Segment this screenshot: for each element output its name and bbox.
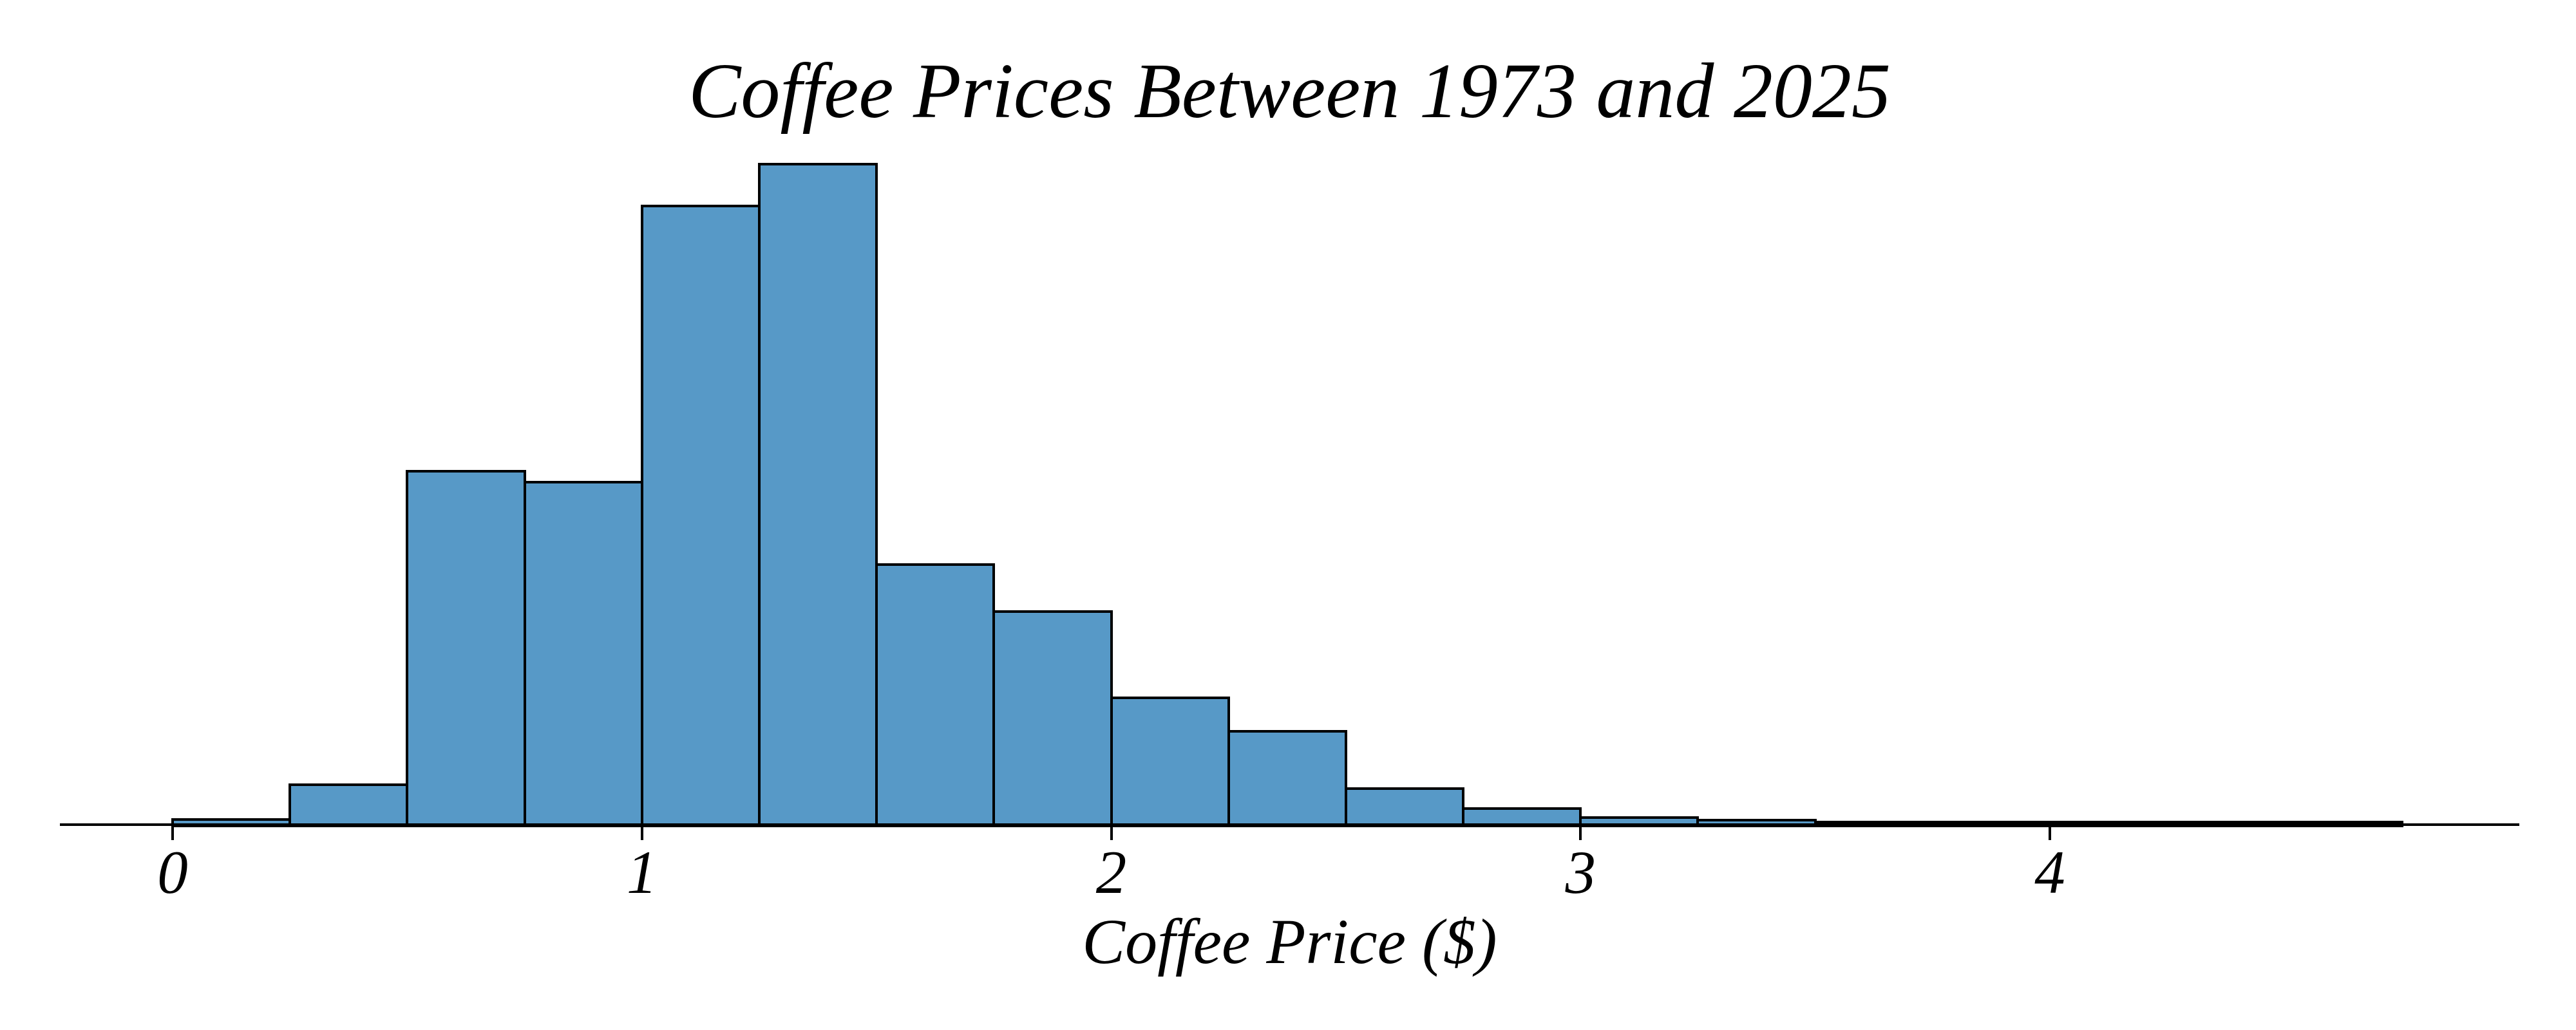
histogram-bar <box>1110 697 1230 827</box>
x-axis-tick <box>1579 826 1582 840</box>
chart-title: Coffee Prices Between 1973 and 2025 <box>688 48 1891 135</box>
histogram-bar <box>1344 787 1465 827</box>
x-axis-label: Coffee Price ($) <box>1082 906 1497 977</box>
x-axis-tick <box>1110 826 1113 840</box>
histogram-bar <box>640 205 761 827</box>
x-axis-tick <box>2049 826 2051 840</box>
histogram-bar <box>757 163 878 827</box>
x-axis-line <box>60 823 2519 826</box>
histogram-bar <box>875 563 996 827</box>
histogram-bar <box>1227 730 1347 827</box>
x-axis-tick <box>640 826 643 840</box>
x-axis-tick-label: 2 <box>1095 838 1127 906</box>
histogram-bar <box>523 481 643 827</box>
histogram-bar <box>406 470 526 827</box>
x-axis-tick <box>171 826 174 840</box>
histogram-bar <box>992 610 1113 827</box>
x-axis-tick-label: 4 <box>2034 838 2065 906</box>
x-axis-tick-label: 0 <box>157 838 188 906</box>
x-axis-tick-label: 3 <box>1565 838 1596 906</box>
histogram-bar <box>289 783 409 827</box>
x-axis-tick-label: 1 <box>627 838 658 906</box>
